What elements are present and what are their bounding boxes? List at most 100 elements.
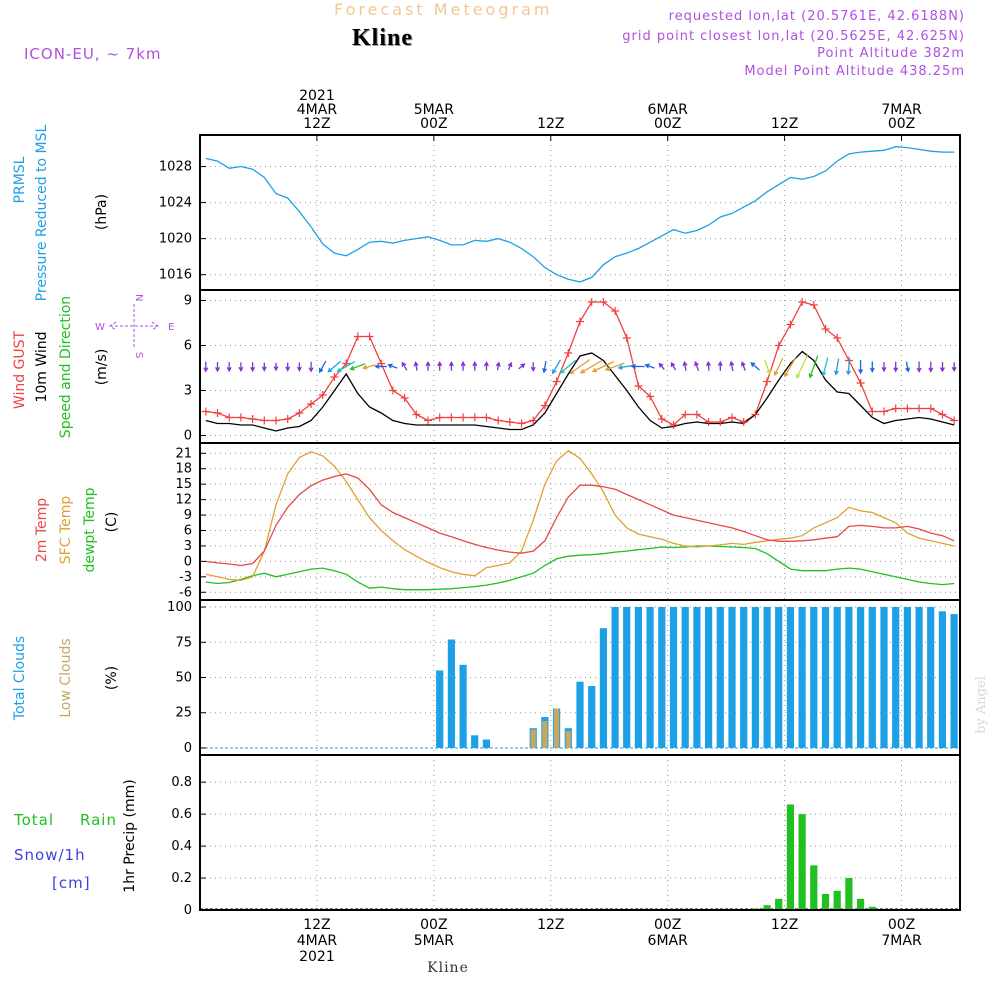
wind-gust-marker [330, 373, 339, 381]
wind-gust-marker [424, 416, 432, 425]
compass-north: N [133, 294, 144, 301]
wind-direction-arrow [552, 359, 562, 375]
rain-bar [786, 804, 794, 910]
wind-gust-marker [470, 413, 479, 422]
wind-direction-arrow [717, 360, 723, 371]
wind-gust-marker [540, 401, 549, 410]
wind-gust-marker [272, 416, 280, 425]
wind-direction-arrow [203, 361, 209, 373]
compass-south: S [133, 352, 144, 358]
wind-gust-label: Wind GUST [12, 330, 28, 409]
y-tick-label: 1024 [159, 196, 192, 211]
total-cloud-bar [459, 664, 467, 748]
wind-direction-arrow [740, 361, 746, 371]
bottom-time-label: 12Z [303, 917, 330, 933]
wind-gust-marker [353, 332, 362, 341]
rain-bar [833, 890, 841, 910]
top-time-label: 00Z [654, 116, 681, 132]
wind-direction-arrow [795, 354, 808, 380]
wind-direction-arrow [670, 361, 677, 371]
wind-direction-arrow [336, 360, 356, 373]
wind-gust-marker [435, 413, 444, 422]
total-cloud-bar [658, 607, 666, 748]
total-cloud-bar [950, 614, 958, 748]
wind-gust-marker [716, 418, 725, 426]
wind-gust-marker [915, 404, 924, 413]
pressure-unit-label: (hPa) [94, 194, 110, 230]
wind-direction-arrow [784, 356, 797, 378]
top-time-label: 4MAR [297, 102, 338, 118]
model-altitude: Model Point Altitude 438.25m [744, 64, 965, 79]
total-cloud-bar [716, 607, 724, 748]
y-tick-label: 25 [175, 706, 192, 721]
wind-direction-arrow [349, 363, 366, 371]
wind-gust-marker [728, 413, 736, 422]
wind-direction-arrow [472, 360, 478, 371]
y-tick-label: 50 [175, 671, 192, 686]
total-cloud-bar [915, 607, 923, 748]
total-cloud-bar [693, 607, 701, 748]
footer-location: Kline [427, 960, 469, 976]
total-cloud-bar [482, 739, 490, 748]
wind-gust-marker [692, 410, 701, 419]
wind-gust-marker [833, 334, 842, 342]
wind-gust-marker [634, 382, 643, 390]
wind-direction-arrow [401, 361, 408, 371]
location-title: Kline [352, 25, 414, 51]
top-time-label: 00Z [888, 116, 915, 132]
rain-bar [845, 878, 853, 910]
y-tick-label: 21 [175, 446, 192, 461]
pressure-label-long: Pressure Reduced to MSL [34, 124, 50, 301]
wind-direction-arrow [327, 360, 342, 373]
low-cloud-bar [530, 729, 536, 748]
wind-direction-arrow [881, 362, 887, 373]
wind-10m-line [205, 350, 955, 432]
wind-direction-arrow [296, 362, 302, 372]
watermark-text: by Angel [974, 676, 989, 734]
wind-direction-arrow [694, 360, 700, 372]
snow-label: Snow/1h [14, 846, 86, 864]
wind-gust-marker [751, 410, 760, 419]
wind-direction-arrow [308, 361, 314, 373]
wind-gust-marker [786, 320, 795, 329]
wind-direction-arrow [425, 360, 431, 371]
wind-gust-marker [599, 298, 608, 306]
wind-direction-arrow [579, 359, 603, 374]
total-cloud-bar [833, 607, 841, 748]
wind-direction-arrow [821, 357, 829, 377]
total-cloud-bar [857, 607, 865, 748]
y-tick-label: 9 [184, 508, 192, 523]
wind-direction-arrow [413, 361, 419, 371]
wind-gust-marker [622, 334, 631, 342]
wind-direction-arrow [448, 360, 454, 371]
total-cloud-bar [751, 607, 759, 748]
wind-gust-marker [798, 298, 807, 306]
wind-speed-direction-label: Speed and Direction [58, 296, 74, 438]
wind-direction-arrow [858, 360, 864, 375]
rain-bar [821, 894, 830, 910]
y-tick-label: 0 [184, 741, 192, 756]
wind-direction-arrow [273, 363, 279, 372]
dewpt-temp-label: dewpt Temp [82, 487, 98, 572]
clouds-unit-label: (%) [104, 666, 120, 690]
temp-2m-line [205, 473, 955, 567]
wind-direction-arrow [507, 361, 513, 371]
total-cloud-bar [471, 735, 479, 748]
total-cloud-bar [810, 607, 818, 748]
wind-direction-arrow [773, 357, 784, 377]
wind-gust-marker [388, 386, 397, 395]
wind-gust-marker [868, 407, 877, 416]
wind-direction-arrow [518, 363, 526, 370]
y-tick-label: 9 [184, 294, 192, 309]
y-tick-label: 15 [175, 477, 192, 492]
y-tick-label: 0.8 [171, 775, 192, 790]
wind-gust-marker [505, 418, 514, 426]
wind-unit-label: (m/s) [94, 349, 110, 386]
wind-gust-marker [529, 416, 538, 425]
y-tick-label: 0.2 [171, 871, 192, 886]
top-time-label: 6MAR [648, 102, 689, 118]
wind-direction-arrow [261, 362, 267, 372]
y-tick-label: 18 [175, 462, 192, 477]
bottom-time-label: 2021 [299, 949, 335, 965]
rain-bar [857, 898, 865, 910]
